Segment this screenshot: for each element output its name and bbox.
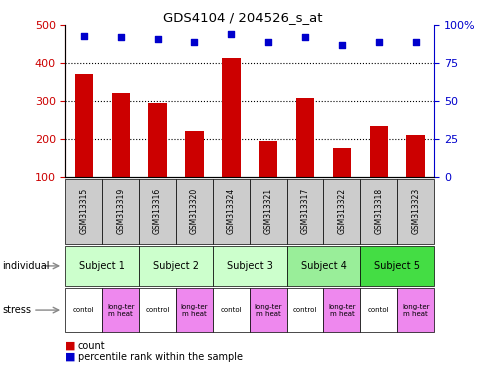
Text: percentile rank within the sample: percentile rank within the sample <box>77 352 242 362</box>
Text: count: count <box>77 341 105 351</box>
Point <box>301 34 308 40</box>
Text: control: control <box>292 307 317 313</box>
Text: GSM313324: GSM313324 <box>227 188 235 234</box>
Point <box>264 38 272 45</box>
Bar <box>258 141 277 177</box>
Text: GSM313316: GSM313316 <box>153 188 162 234</box>
Text: GSM313315: GSM313315 <box>79 188 88 234</box>
Text: Subject 1: Subject 1 <box>79 261 125 271</box>
Point <box>337 41 345 48</box>
Point <box>80 33 88 39</box>
Bar <box>406 135 424 177</box>
Text: GSM313320: GSM313320 <box>190 188 198 234</box>
Bar <box>111 93 130 177</box>
Text: Subject 4: Subject 4 <box>300 261 346 271</box>
Bar <box>75 74 93 177</box>
Bar <box>185 131 203 177</box>
Point <box>190 38 198 45</box>
Text: control: control <box>145 307 169 313</box>
Text: GDS4104 / 204526_s_at: GDS4104 / 204526_s_at <box>163 12 321 25</box>
Text: Subject 3: Subject 3 <box>227 261 272 271</box>
Text: contol: contol <box>220 307 242 313</box>
Text: contol: contol <box>73 307 94 313</box>
Text: GSM313319: GSM313319 <box>116 188 125 234</box>
Text: Subject 5: Subject 5 <box>374 261 419 271</box>
Text: ■: ■ <box>65 352 76 362</box>
Point <box>227 31 235 37</box>
Text: GSM313323: GSM313323 <box>410 188 419 234</box>
Point <box>153 36 161 42</box>
Text: long-ter
m heat: long-ter m heat <box>107 304 134 316</box>
Point <box>117 34 124 40</box>
Bar <box>295 98 314 177</box>
Text: Subject 2: Subject 2 <box>153 261 198 271</box>
Point <box>374 38 382 45</box>
Bar <box>369 126 387 177</box>
Text: individual: individual <box>2 261 50 271</box>
Text: GSM313318: GSM313318 <box>374 188 382 234</box>
Text: long-ter
m heat: long-ter m heat <box>328 304 355 316</box>
Text: stress: stress <box>2 305 31 315</box>
Text: ■: ■ <box>65 341 76 351</box>
Text: GSM313317: GSM313317 <box>300 188 309 234</box>
Text: GSM313322: GSM313322 <box>337 188 346 234</box>
Bar <box>148 103 166 177</box>
Text: long-ter
m heat: long-ter m heat <box>181 304 208 316</box>
Text: long-ter
m heat: long-ter m heat <box>401 304 428 316</box>
Bar <box>332 148 350 177</box>
Bar <box>222 58 240 177</box>
Text: contol: contol <box>367 307 389 313</box>
Point <box>411 38 419 45</box>
Text: GSM313321: GSM313321 <box>263 188 272 234</box>
Text: long-ter
m heat: long-ter m heat <box>254 304 281 316</box>
